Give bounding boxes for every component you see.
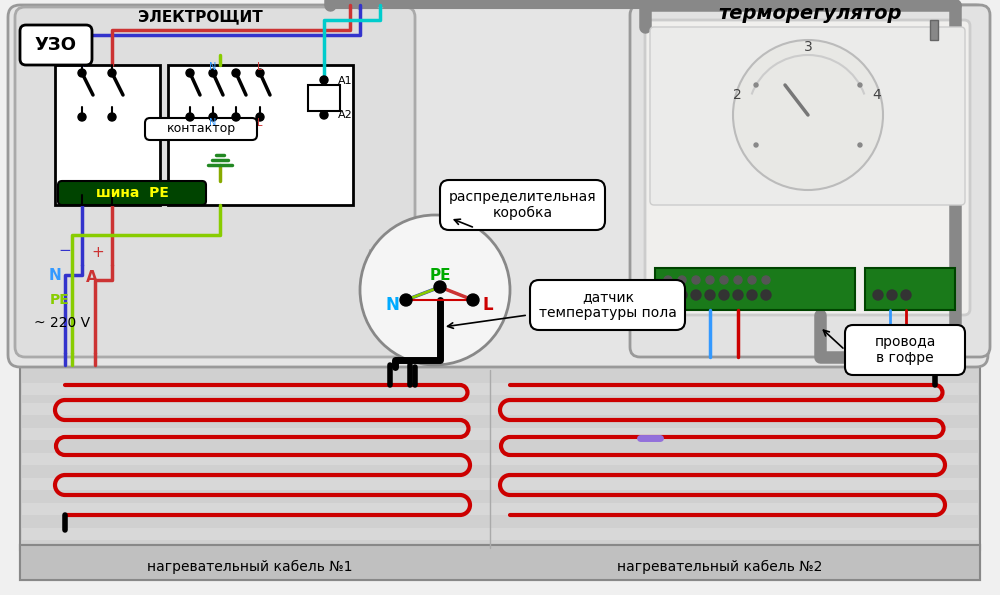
FancyBboxPatch shape: [15, 7, 415, 357]
Text: ЭЛЕКТРОЩИТ: ЭЛЕКТРОЩИТ: [138, 10, 262, 24]
Circle shape: [108, 69, 116, 77]
Text: PE: PE: [50, 293, 70, 307]
Circle shape: [78, 113, 86, 121]
Text: −: −: [59, 243, 71, 258]
Circle shape: [719, 290, 729, 300]
Text: PE: PE: [429, 268, 451, 283]
Text: N: N: [209, 118, 217, 128]
Circle shape: [400, 294, 412, 306]
Bar: [865, 268, 955, 310]
Text: N: N: [209, 62, 217, 72]
Text: УЗО: УЗО: [35, 36, 77, 54]
Circle shape: [678, 276, 686, 284]
Circle shape: [256, 113, 264, 121]
Circle shape: [733, 290, 743, 300]
Circle shape: [677, 290, 687, 300]
Circle shape: [754, 83, 758, 87]
Circle shape: [186, 69, 194, 77]
Circle shape: [209, 113, 217, 121]
Circle shape: [434, 281, 446, 293]
Text: L: L: [257, 118, 263, 128]
Circle shape: [748, 276, 756, 284]
Bar: [930, 20, 938, 40]
Circle shape: [78, 69, 86, 77]
Circle shape: [761, 290, 771, 300]
Circle shape: [734, 276, 742, 284]
Text: L: L: [257, 62, 263, 72]
Circle shape: [256, 69, 264, 77]
FancyBboxPatch shape: [645, 20, 970, 315]
FancyBboxPatch shape: [20, 25, 92, 65]
Bar: [22, 403, 978, 415]
Circle shape: [232, 69, 240, 77]
Text: датчик
температуры пола: датчик температуры пола: [539, 290, 677, 320]
Bar: [655, 268, 855, 310]
Text: нагревательный кабель №1: нагревательный кабель №1: [147, 560, 353, 574]
FancyBboxPatch shape: [530, 280, 685, 330]
Circle shape: [754, 143, 758, 147]
Bar: [22, 383, 978, 395]
Circle shape: [873, 290, 883, 300]
Circle shape: [232, 113, 240, 121]
Text: контактор: контактор: [166, 121, 236, 134]
FancyBboxPatch shape: [145, 118, 257, 140]
Text: ~ 220 V: ~ 220 V: [34, 316, 90, 330]
FancyBboxPatch shape: [650, 27, 965, 205]
Circle shape: [858, 143, 862, 147]
Text: https://100metr4.ru.: https://100metr4.ru.: [366, 249, 494, 261]
Circle shape: [762, 276, 770, 284]
Text: A2: A2: [338, 110, 353, 120]
Bar: [22, 428, 978, 440]
Circle shape: [733, 40, 883, 190]
Bar: [22, 528, 978, 540]
FancyBboxPatch shape: [58, 181, 206, 205]
Bar: [20, 365, 980, 550]
Bar: [55, 65, 160, 205]
Text: 4: 4: [873, 88, 881, 102]
Text: N: N: [385, 296, 399, 314]
Circle shape: [692, 276, 700, 284]
FancyBboxPatch shape: [8, 5, 988, 367]
Circle shape: [186, 113, 194, 121]
Bar: [22, 453, 978, 465]
Text: терморегулятор: терморегулятор: [718, 4, 902, 23]
Circle shape: [706, 276, 714, 284]
Circle shape: [360, 215, 510, 365]
Circle shape: [887, 290, 897, 300]
Text: шина  PE: шина PE: [96, 186, 168, 200]
Circle shape: [691, 290, 701, 300]
Text: N: N: [49, 268, 61, 283]
Text: 3: 3: [804, 40, 812, 54]
FancyBboxPatch shape: [440, 180, 605, 230]
Text: L: L: [483, 296, 493, 314]
Bar: [22, 503, 978, 515]
Text: распределительная
коробка: распределительная коробка: [449, 190, 597, 220]
Circle shape: [108, 113, 116, 121]
Circle shape: [663, 290, 673, 300]
Bar: [308, 85, 340, 111]
Text: A: A: [86, 270, 98, 284]
Bar: [168, 65, 353, 205]
Text: A1: A1: [338, 76, 353, 86]
Circle shape: [320, 111, 328, 119]
Text: нагревательный кабель №2: нагревательный кабель №2: [617, 560, 823, 574]
Circle shape: [720, 276, 728, 284]
FancyBboxPatch shape: [630, 5, 990, 357]
Circle shape: [664, 276, 672, 284]
Text: провода
в гофре: провода в гофре: [874, 335, 936, 365]
Circle shape: [747, 290, 757, 300]
Circle shape: [705, 290, 715, 300]
Circle shape: [209, 69, 217, 77]
Bar: [20, 545, 980, 580]
Bar: [22, 478, 978, 490]
Text: +: +: [92, 245, 104, 259]
FancyBboxPatch shape: [845, 325, 965, 375]
Circle shape: [901, 290, 911, 300]
Circle shape: [320, 76, 328, 84]
Bar: [20, 545, 980, 580]
Circle shape: [858, 83, 862, 87]
Text: 2: 2: [733, 88, 741, 102]
Circle shape: [467, 294, 479, 306]
